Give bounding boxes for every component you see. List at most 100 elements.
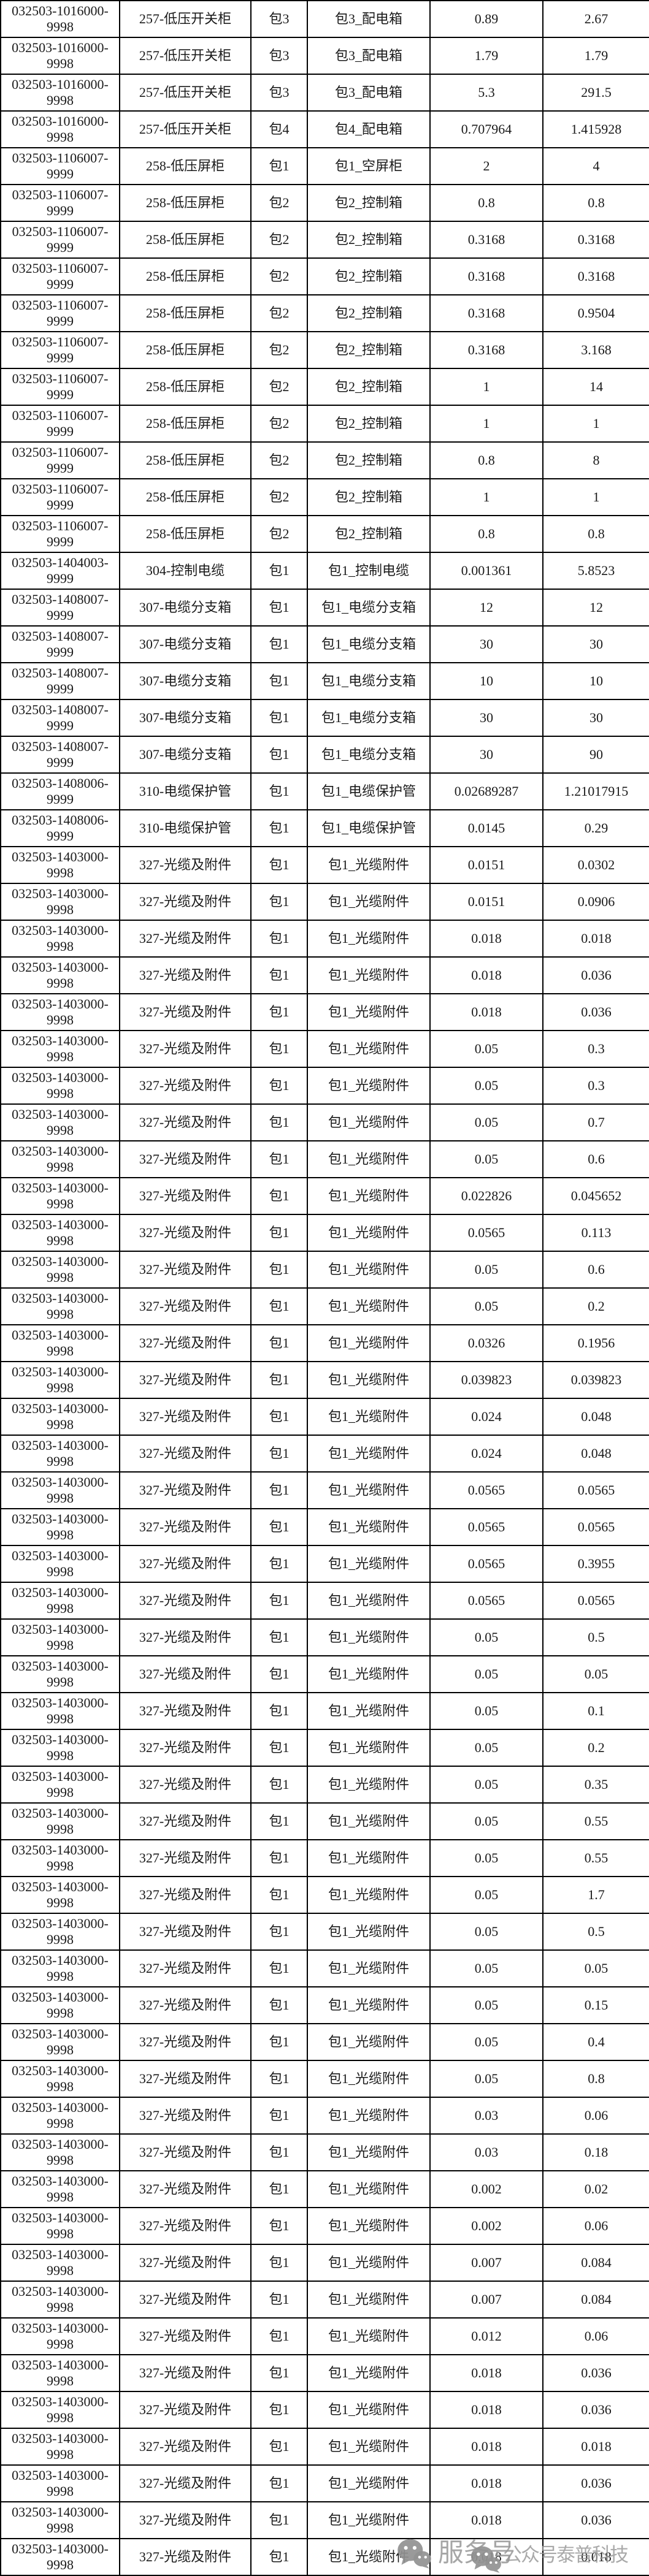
cell-value-1: 0.05 xyxy=(429,1618,543,1656)
cell-package-item: 包1_光缆附件 xyxy=(307,2060,431,2098)
table-row: 032503-1408006-9999 310-电缆保护管 包1 包1_电缆保护管 0.… xyxy=(0,809,649,847)
table-row: 032503-1408007-9999 307-电缆分支箱 包1 包1_电缆分支箱 30… xyxy=(0,625,649,663)
cell-value-2: 0.06 xyxy=(542,2317,649,2355)
cell-package: 包2 xyxy=(250,515,308,553)
cell-value-1: 0.05 xyxy=(429,1986,543,2024)
cell-package-item: 包1_光缆附件 xyxy=(307,1508,431,1546)
cell-package-item: 包1_光缆附件 xyxy=(307,1766,431,1804)
cell-value-1: 0.039823 xyxy=(429,1361,543,1399)
cell-item-name: 258-低压屏柜 xyxy=(119,294,252,332)
cell-code: 032503-1403000-9998 xyxy=(0,1030,120,1068)
cell-package-item: 包1_电缆分支箱 xyxy=(307,662,431,700)
table-row: 032503-1403000-9998 327-光缆及附件 包1 包1_光缆附件 0.0… xyxy=(0,2023,649,2061)
cell-value-2: 0.036 xyxy=(542,956,649,994)
cell-package: 包1 xyxy=(250,1251,308,1289)
table-row: 032503-1403000-9998 327-光缆及附件 包1 包1_光缆附件 0.0… xyxy=(0,1655,649,1693)
table-row: 032503-1106007-9999 258-低压屏柜 包2 包2_控制箱 0.316… xyxy=(0,294,649,332)
cell-package: 包1 xyxy=(250,1839,308,1877)
cell-code: 032503-1106007-9999 xyxy=(0,184,120,222)
cell-item-name: 327-光缆及附件 xyxy=(119,883,252,921)
cell-value-1: 0.0151 xyxy=(429,846,543,884)
cell-code: 032503-1408006-9999 xyxy=(0,772,120,810)
cell-package: 包1 xyxy=(250,1618,308,1656)
table-row: 032503-1106007-9999 258-低压屏柜 包2 包2_控制箱 1 1 xyxy=(0,478,649,516)
cell-package-item: 包1_光缆附件 xyxy=(307,1103,431,1141)
cell-package-item: 包1_光缆附件 xyxy=(307,1398,431,1436)
cell-code: 032503-1403000-9998 xyxy=(0,883,120,921)
cell-item-name: 327-光缆及附件 xyxy=(119,1398,252,1436)
table-row: 032503-1408007-9999 307-电缆分支箱 包1 包1_电缆分支箱 10… xyxy=(0,662,649,700)
table-row: 032503-1403000-9998 327-光缆及附件 包1 包1_光缆附件 0.0… xyxy=(0,2464,649,2502)
cell-package-item: 包1_光缆附件 xyxy=(307,846,431,884)
cell-item-name: 327-光缆及附件 xyxy=(119,993,252,1031)
cell-package: 包1 xyxy=(250,846,308,884)
cell-item-name: 327-光缆及附件 xyxy=(119,1324,252,1362)
cell-item-name: 327-光缆及附件 xyxy=(119,920,252,958)
table-row: 032503-1403000-9998 327-光缆及附件 包1 包1_光缆附件 0.0… xyxy=(0,1324,649,1362)
table-row: 032503-1403000-9998 327-光缆及附件 包1 包1_光缆附件 0.0… xyxy=(0,956,649,994)
cell-value-1: 1 xyxy=(429,405,543,443)
cell-code: 032503-1403000-9998 xyxy=(0,1435,120,1473)
cell-package: 包1 xyxy=(250,2317,308,2355)
cell-value-1: 0.002 xyxy=(429,2207,543,2245)
cell-value-2: 0.29 xyxy=(542,809,649,847)
cell-package: 包1 xyxy=(250,1545,308,1583)
cell-item-name: 327-光缆及附件 xyxy=(119,1361,252,1399)
cell-package-item: 包1_光缆附件 xyxy=(307,1361,431,1399)
cell-value-2: 0.55 xyxy=(542,1839,649,1877)
cell-value-1: 0.8 xyxy=(429,515,543,553)
cell-value-2: 0.1956 xyxy=(542,1324,649,1362)
cell-package: 包1 xyxy=(250,625,308,663)
cell-item-name: 327-光缆及附件 xyxy=(119,2501,252,2539)
cell-value-1: 1 xyxy=(429,478,543,516)
cell-value-2: 0.0565 xyxy=(542,1508,649,1546)
cell-value-2: 0.3955 xyxy=(542,1545,649,1583)
cell-package: 包1 xyxy=(250,1030,308,1068)
cell-value-1: 0.05 xyxy=(429,1839,543,1877)
cell-package: 包2 xyxy=(250,221,308,259)
cell-package-item: 包1_光缆附件 xyxy=(307,2538,431,2576)
cell-item-name: 258-低压屏柜 xyxy=(119,184,252,222)
cell-value-2: 0.35 xyxy=(542,1766,649,1804)
cell-code: 032503-1403000-9998 xyxy=(0,1618,120,1656)
cell-package-item: 包1_光缆附件 xyxy=(307,1214,431,1252)
cell-code: 032503-1408006-9999 xyxy=(0,809,120,847)
cell-code: 032503-1408007-9999 xyxy=(0,736,120,774)
cell-package: 包2 xyxy=(250,184,308,222)
cell-package: 包1 xyxy=(250,662,308,700)
cell-value-1: 0.05 xyxy=(429,2060,543,2098)
cell-package: 包1 xyxy=(250,1067,308,1105)
table-row: 032503-1403000-9998 327-光缆及附件 包1 包1_光缆附件 0.0… xyxy=(0,1949,649,1987)
cell-package: 包1 xyxy=(250,2281,308,2319)
cell-package-item: 包1_光缆附件 xyxy=(307,2023,431,2061)
cell-value-2: 0.1 xyxy=(542,1692,649,1730)
cell-package-item: 包1_光缆附件 xyxy=(307,2281,431,2319)
cell-package: 包1 xyxy=(250,1655,308,1693)
cell-value-2: 0.8 xyxy=(542,184,649,222)
cell-value-1: 30 xyxy=(429,699,543,737)
cell-package-item: 包1_电缆分支箱 xyxy=(307,625,431,663)
cell-value-2: 4 xyxy=(542,147,649,185)
cell-item-name: 327-光缆及附件 xyxy=(119,1030,252,1068)
cell-package-item: 包2_控制箱 xyxy=(307,221,431,259)
cell-value-1: 0.05 xyxy=(429,1876,543,1914)
cell-item-name: 327-光缆及附件 xyxy=(119,1067,252,1105)
cell-value-1: 0.8 xyxy=(429,184,543,222)
cell-code: 032503-1403000-9998 xyxy=(0,1508,120,1546)
cell-code: 032503-1403000-9998 xyxy=(0,2501,120,2539)
cell-item-name: 327-光缆及附件 xyxy=(119,1986,252,2024)
cell-code: 032503-1403000-9998 xyxy=(0,2097,120,2135)
cell-value-1: 0.05 xyxy=(429,1655,543,1693)
cell-package-item: 包1_光缆附件 xyxy=(307,2391,431,2429)
cell-value-2: 0.018 xyxy=(542,2428,649,2466)
cell-value-2: 0.2 xyxy=(542,1729,649,1767)
cell-value-1: 0.0326 xyxy=(429,1324,543,1362)
cell-value-1: 0.012 xyxy=(429,2317,543,2355)
cell-item-name: 327-光缆及附件 xyxy=(119,1508,252,1546)
cell-package: 包1 xyxy=(250,1729,308,1767)
cell-item-name: 327-光缆及附件 xyxy=(119,2097,252,2135)
cell-value-1: 0.05 xyxy=(429,1287,543,1325)
cell-package: 包1 xyxy=(250,699,308,737)
table-row: 032503-1106007-9999 258-低压屏柜 包2 包2_控制箱 0.8 0.… xyxy=(0,184,649,222)
cell-value-2: 0.8 xyxy=(542,2060,649,2098)
